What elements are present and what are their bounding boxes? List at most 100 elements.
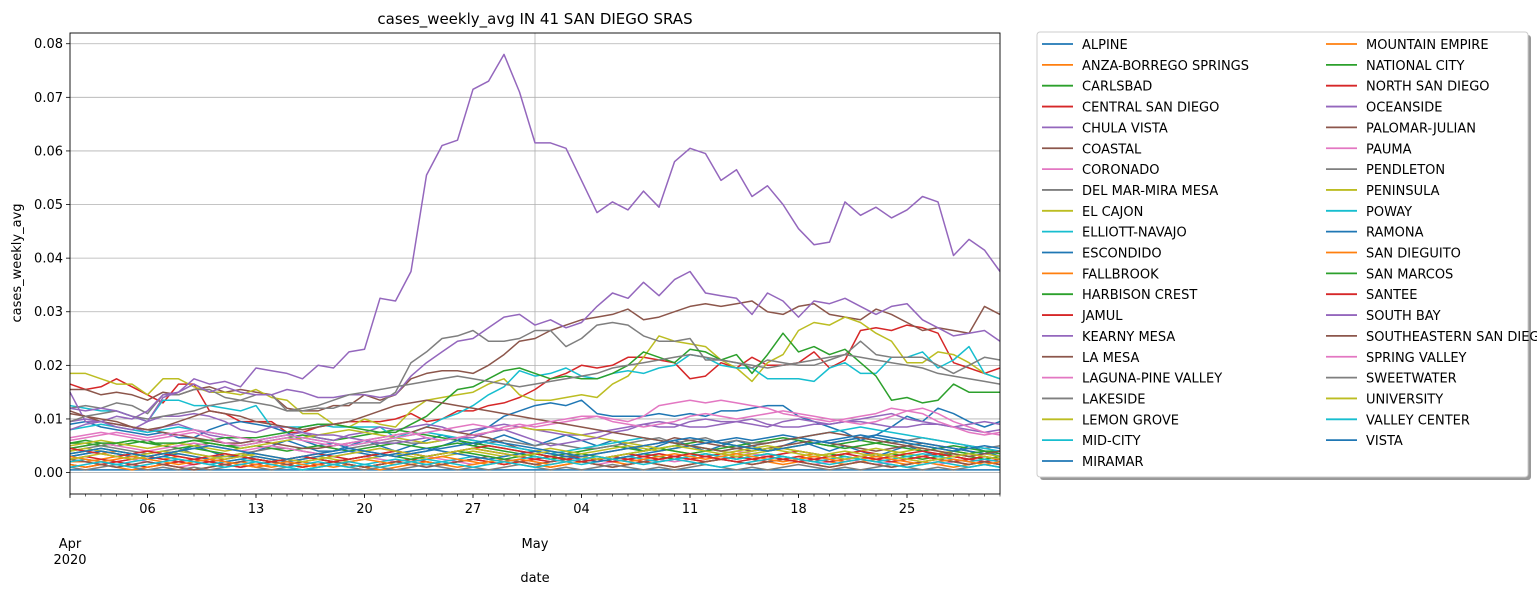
x-tick-label: 13 <box>248 502 265 517</box>
series-line-escondido <box>69 399 1001 458</box>
series-line-elliott-navajo <box>69 345 1001 439</box>
series-line-sweetwater <box>69 353 1001 423</box>
y-tick-label: 0.00 <box>34 466 63 481</box>
series-line-el-cajon <box>70 316 1001 428</box>
legend-label: SAN DIEGUITO <box>1366 247 1461 262</box>
x-tick-label: 11 <box>682 502 699 517</box>
legend-item: LEMON GROVE <box>1042 413 1179 428</box>
legend-label: OCEANSIDE <box>1366 101 1442 116</box>
legend-label: VISTA <box>1366 434 1403 449</box>
y-tick-label: 0.04 <box>34 252 63 267</box>
legend-label: PENINSULA <box>1366 184 1440 199</box>
x-tick-label: 27 <box>465 502 482 517</box>
legend-item: JAMUL <box>1042 309 1123 324</box>
legend-item: SAN DIEGUITO <box>1326 247 1461 262</box>
legend-item: LA MESA <box>1042 351 1139 366</box>
legend-item: FALLBROOK <box>1042 267 1159 282</box>
legend-item: UNIVERSITY <box>1326 392 1443 407</box>
legend-label: MOUNTAIN EMPIRE <box>1366 38 1489 53</box>
series-line-university <box>69 445 1001 463</box>
legend-item: SANTEE <box>1326 288 1417 303</box>
legend-label: DEL MAR-MIRA MESA <box>1082 184 1218 199</box>
legend-item: ELLIOTT-NAVAJO <box>1042 226 1187 241</box>
y-tick-label: 0.01 <box>34 412 63 427</box>
legend-label: LA MESA <box>1082 351 1139 366</box>
series-line-pauma <box>69 399 1001 447</box>
legend-label: EL CAJON <box>1082 205 1143 220</box>
legend-label: POWAY <box>1366 205 1412 220</box>
x-tick-label: 20 <box>356 502 373 517</box>
y-tick-label: 0.07 <box>34 91 63 106</box>
legend-item: CORONADO <box>1042 163 1159 178</box>
legend-item: NATIONAL CITY <box>1326 59 1464 74</box>
legend-label: SAN MARCOS <box>1366 267 1453 282</box>
legend: ALPINE ANZA-BORREGO SPRINGS CARLSBAD CENTRA… <box>1036 31 1537 480</box>
x-tick-label: 04 <box>573 502 590 517</box>
legend-item: CENTRAL SAN DIEGO <box>1042 101 1219 116</box>
series-line-south-bay <box>69 270 1001 431</box>
legend-item: DEL MAR-MIRA MESA <box>1042 184 1218 199</box>
series-line-valley-center <box>69 455 1001 471</box>
legend-label: NATIONAL CITY <box>1366 59 1464 74</box>
legend-label: JAMUL <box>1081 309 1123 324</box>
legend-item: RAMONA <box>1326 226 1424 241</box>
legend-label: SPRING VALLEY <box>1366 351 1467 366</box>
legend-label: VALLEY CENTER <box>1366 413 1470 428</box>
y-axis-label: cases_weekly_avg <box>10 203 25 322</box>
legend-label: PENDLETON <box>1366 163 1445 178</box>
legend-item: PENDLETON <box>1326 163 1445 178</box>
legend-item: SOUTH BAY <box>1326 309 1441 324</box>
y-tick-label: 0.03 <box>34 305 63 320</box>
x-tick-sublabel: 2020 <box>53 553 86 568</box>
y-tick-label: 0.08 <box>34 37 63 52</box>
legend-item: CARLSBAD <box>1042 80 1152 95</box>
legend-item: VALLEY CENTER <box>1326 413 1470 428</box>
legend-item: MIRAMAR <box>1042 455 1144 470</box>
legend-label: PALOMAR-JULIAN <box>1366 121 1476 136</box>
y-tick-label: 0.06 <box>34 144 63 159</box>
legend-label: COASTAL <box>1082 142 1142 157</box>
series-line-chula-vista <box>69 53 1001 423</box>
legend-label: HARBISON CREST <box>1082 288 1197 303</box>
legend-item: ESCONDIDO <box>1042 247 1162 262</box>
legend-item: PAUMA <box>1326 142 1412 157</box>
x-tick-label: 25 <box>899 502 916 517</box>
legend-label: ESCONDIDO <box>1082 247 1162 262</box>
legend-item: VISTA <box>1326 434 1403 449</box>
legend-label: SANTEE <box>1366 288 1417 303</box>
legend-label: SWEETWATER <box>1366 372 1457 387</box>
legend-item: POWAY <box>1326 205 1412 220</box>
legend-item: COASTAL <box>1042 142 1142 157</box>
legend-label: RAMONA <box>1366 226 1424 241</box>
legend-label: LAGUNA-PINE VALLEY <box>1082 372 1222 387</box>
legend-item: NORTH SAN DIEGO <box>1326 80 1490 95</box>
y-tick-label: 0.02 <box>34 359 63 374</box>
legend-item: SAN MARCOS <box>1326 267 1453 282</box>
legend-label: MID-CITY <box>1082 434 1141 449</box>
legend-label: LAKESIDE <box>1082 392 1145 407</box>
legend-box <box>1036 31 1529 478</box>
legend-label: FALLBROOK <box>1082 267 1159 282</box>
legend-label: SOUTHEASTERN SAN DIEGO <box>1366 330 1537 345</box>
series-lines <box>69 53 1001 471</box>
legend-label: ELLIOTT-NAVAJO <box>1082 226 1187 241</box>
x-tick-label: 06 <box>139 502 156 517</box>
grid <box>70 33 1000 494</box>
legend-item: LAGUNA-PINE VALLEY <box>1042 372 1222 387</box>
legend-label: PAUMA <box>1366 142 1412 157</box>
legend-label: ANZA-BORREGO SPRINGS <box>1082 59 1249 74</box>
series-line-palomar-julian <box>69 455 1001 471</box>
series-line-vista <box>69 434 1001 460</box>
legend-label: LEMON GROVE <box>1082 413 1179 428</box>
legend-item: ALPINE <box>1042 38 1128 53</box>
legend-item: CHULA VISTA <box>1042 121 1168 136</box>
chart-title: cases_weekly_avg IN 41 SAN DIEGO SRAS <box>377 10 692 29</box>
legend-item: KEARNY MESA <box>1042 330 1175 345</box>
legend-item: SPRING VALLEY <box>1326 351 1467 366</box>
legend-item: EL CAJON <box>1042 205 1143 220</box>
x-tick-label: 18 <box>790 502 807 517</box>
legend-label: UNIVERSITY <box>1366 392 1443 407</box>
y-tick-label: 0.05 <box>34 198 63 213</box>
legend-item: PENINSULA <box>1326 184 1440 199</box>
